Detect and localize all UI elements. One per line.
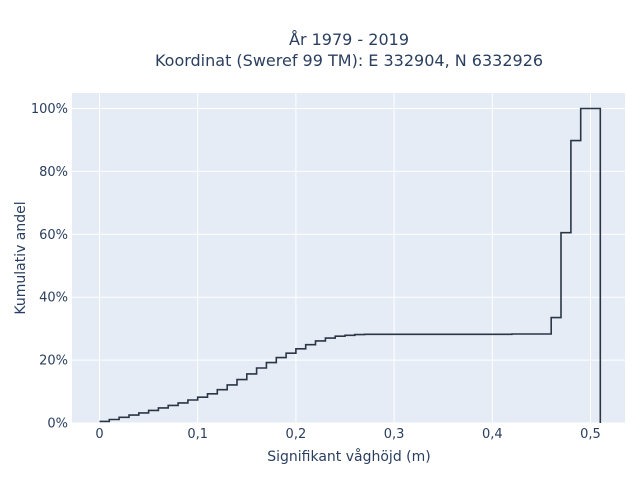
x-tick-label-2: 0,2 xyxy=(286,427,307,442)
y-axis-ticks: 0% 20% 40% 60% 80% 100% xyxy=(31,102,68,432)
series-line-0 xyxy=(99,107,602,423)
series-group xyxy=(99,107,602,423)
chart-title-line2: Koordinat (Sweref 99 TM): E 332904, N 63… xyxy=(155,51,543,70)
x-tick-label-4: 0,4 xyxy=(482,427,503,442)
y-tick-label-4: 80% xyxy=(39,165,68,180)
x-axis-label: Signifikant våghöjd (m) xyxy=(267,448,430,465)
plot-area xyxy=(72,93,625,423)
y-axis-label: Kumulativ andel xyxy=(13,201,29,314)
chart-title-line1: År 1979 - 2019 xyxy=(289,30,409,49)
y-tick-label-0: 0% xyxy=(47,417,68,432)
x-tick-label-3: 0,3 xyxy=(384,427,405,442)
y-tick-label-1: 20% xyxy=(39,354,68,369)
grid-lines xyxy=(72,93,625,424)
x-tick-label-5: 0,5 xyxy=(580,427,601,442)
y-tick-label-2: 40% xyxy=(39,291,68,306)
x-tick-label-0: 0 xyxy=(95,427,103,442)
x-axis-ticks: 0 0,1 0,2 0,3 0,4 0,5 xyxy=(95,427,600,442)
x-tick-label-1: 0,1 xyxy=(187,427,208,442)
y-tick-label-3: 60% xyxy=(39,228,68,243)
y-tick-label-5: 100% xyxy=(31,102,68,117)
